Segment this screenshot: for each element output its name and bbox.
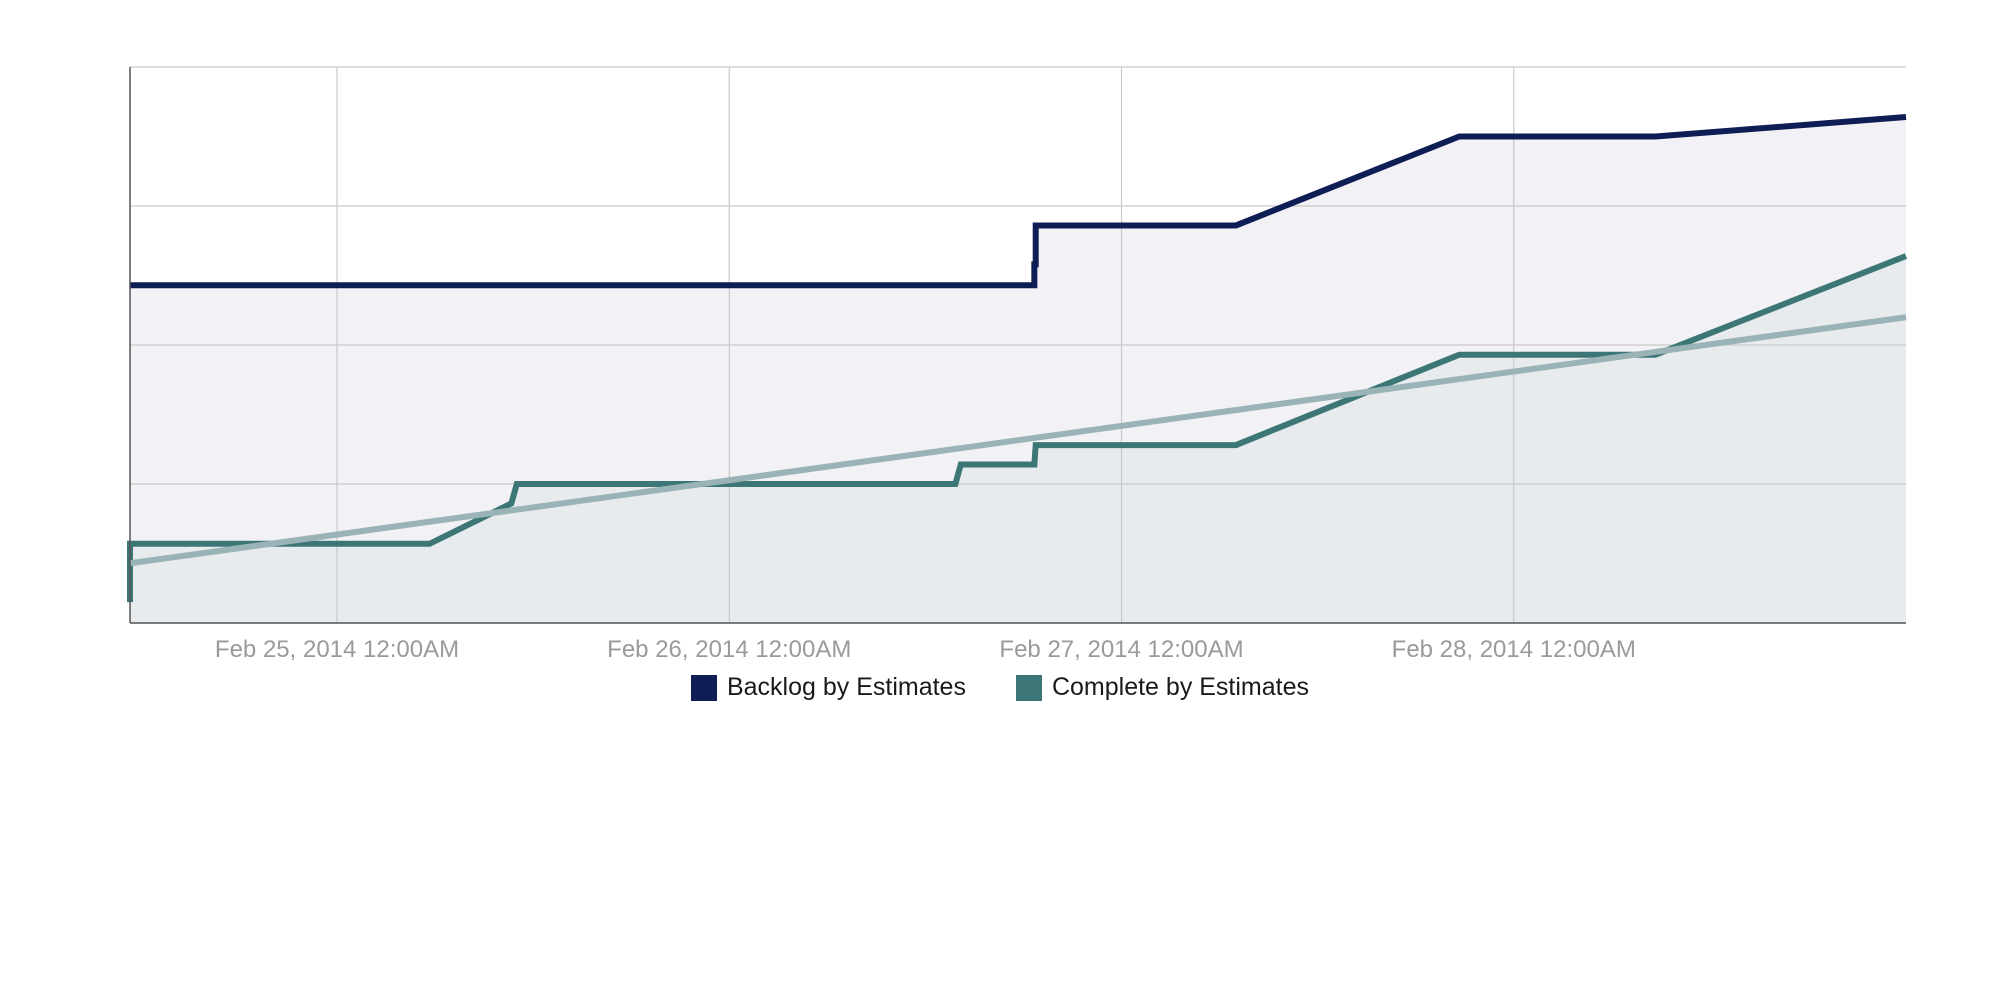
trend-line xyxy=(129,314,1907,567)
legend-label-complete: Complete by Estimates xyxy=(1051,673,1310,701)
x-tick-label: Feb 28, 2014 12:00AM xyxy=(1392,636,1636,663)
legend: Backlog by Estimates Complete by Estimat… xyxy=(0,673,2000,702)
gridlines xyxy=(130,66,1906,623)
x-tick-label: Feb 27, 2014 12:00AM xyxy=(999,636,1243,663)
series-fills xyxy=(130,117,1906,623)
legend-label-backlog: Backlog by Estimates xyxy=(726,673,966,701)
series-line-0 xyxy=(130,114,1907,289)
legend-swatch-backlog xyxy=(690,674,717,701)
series-fill-1 xyxy=(130,256,1906,623)
series-lines xyxy=(127,114,1908,603)
x-axis-ticks: Feb 25, 2014 12:00AM Feb 26, 2014 12:00AM… xyxy=(215,636,1636,663)
x-tick-label: Feb 25, 2014 12:00AM xyxy=(215,636,459,663)
legend-swatch-complete xyxy=(1015,674,1042,701)
axes xyxy=(129,67,1906,624)
x-tick-label: Feb 26, 2014 12:00AM xyxy=(607,636,851,663)
series-line-1 xyxy=(127,253,1908,603)
legend-item-complete[interactable]: Complete by Estimates xyxy=(1015,673,1310,702)
legend-item-backlog[interactable]: Backlog by Estimates xyxy=(690,673,966,702)
